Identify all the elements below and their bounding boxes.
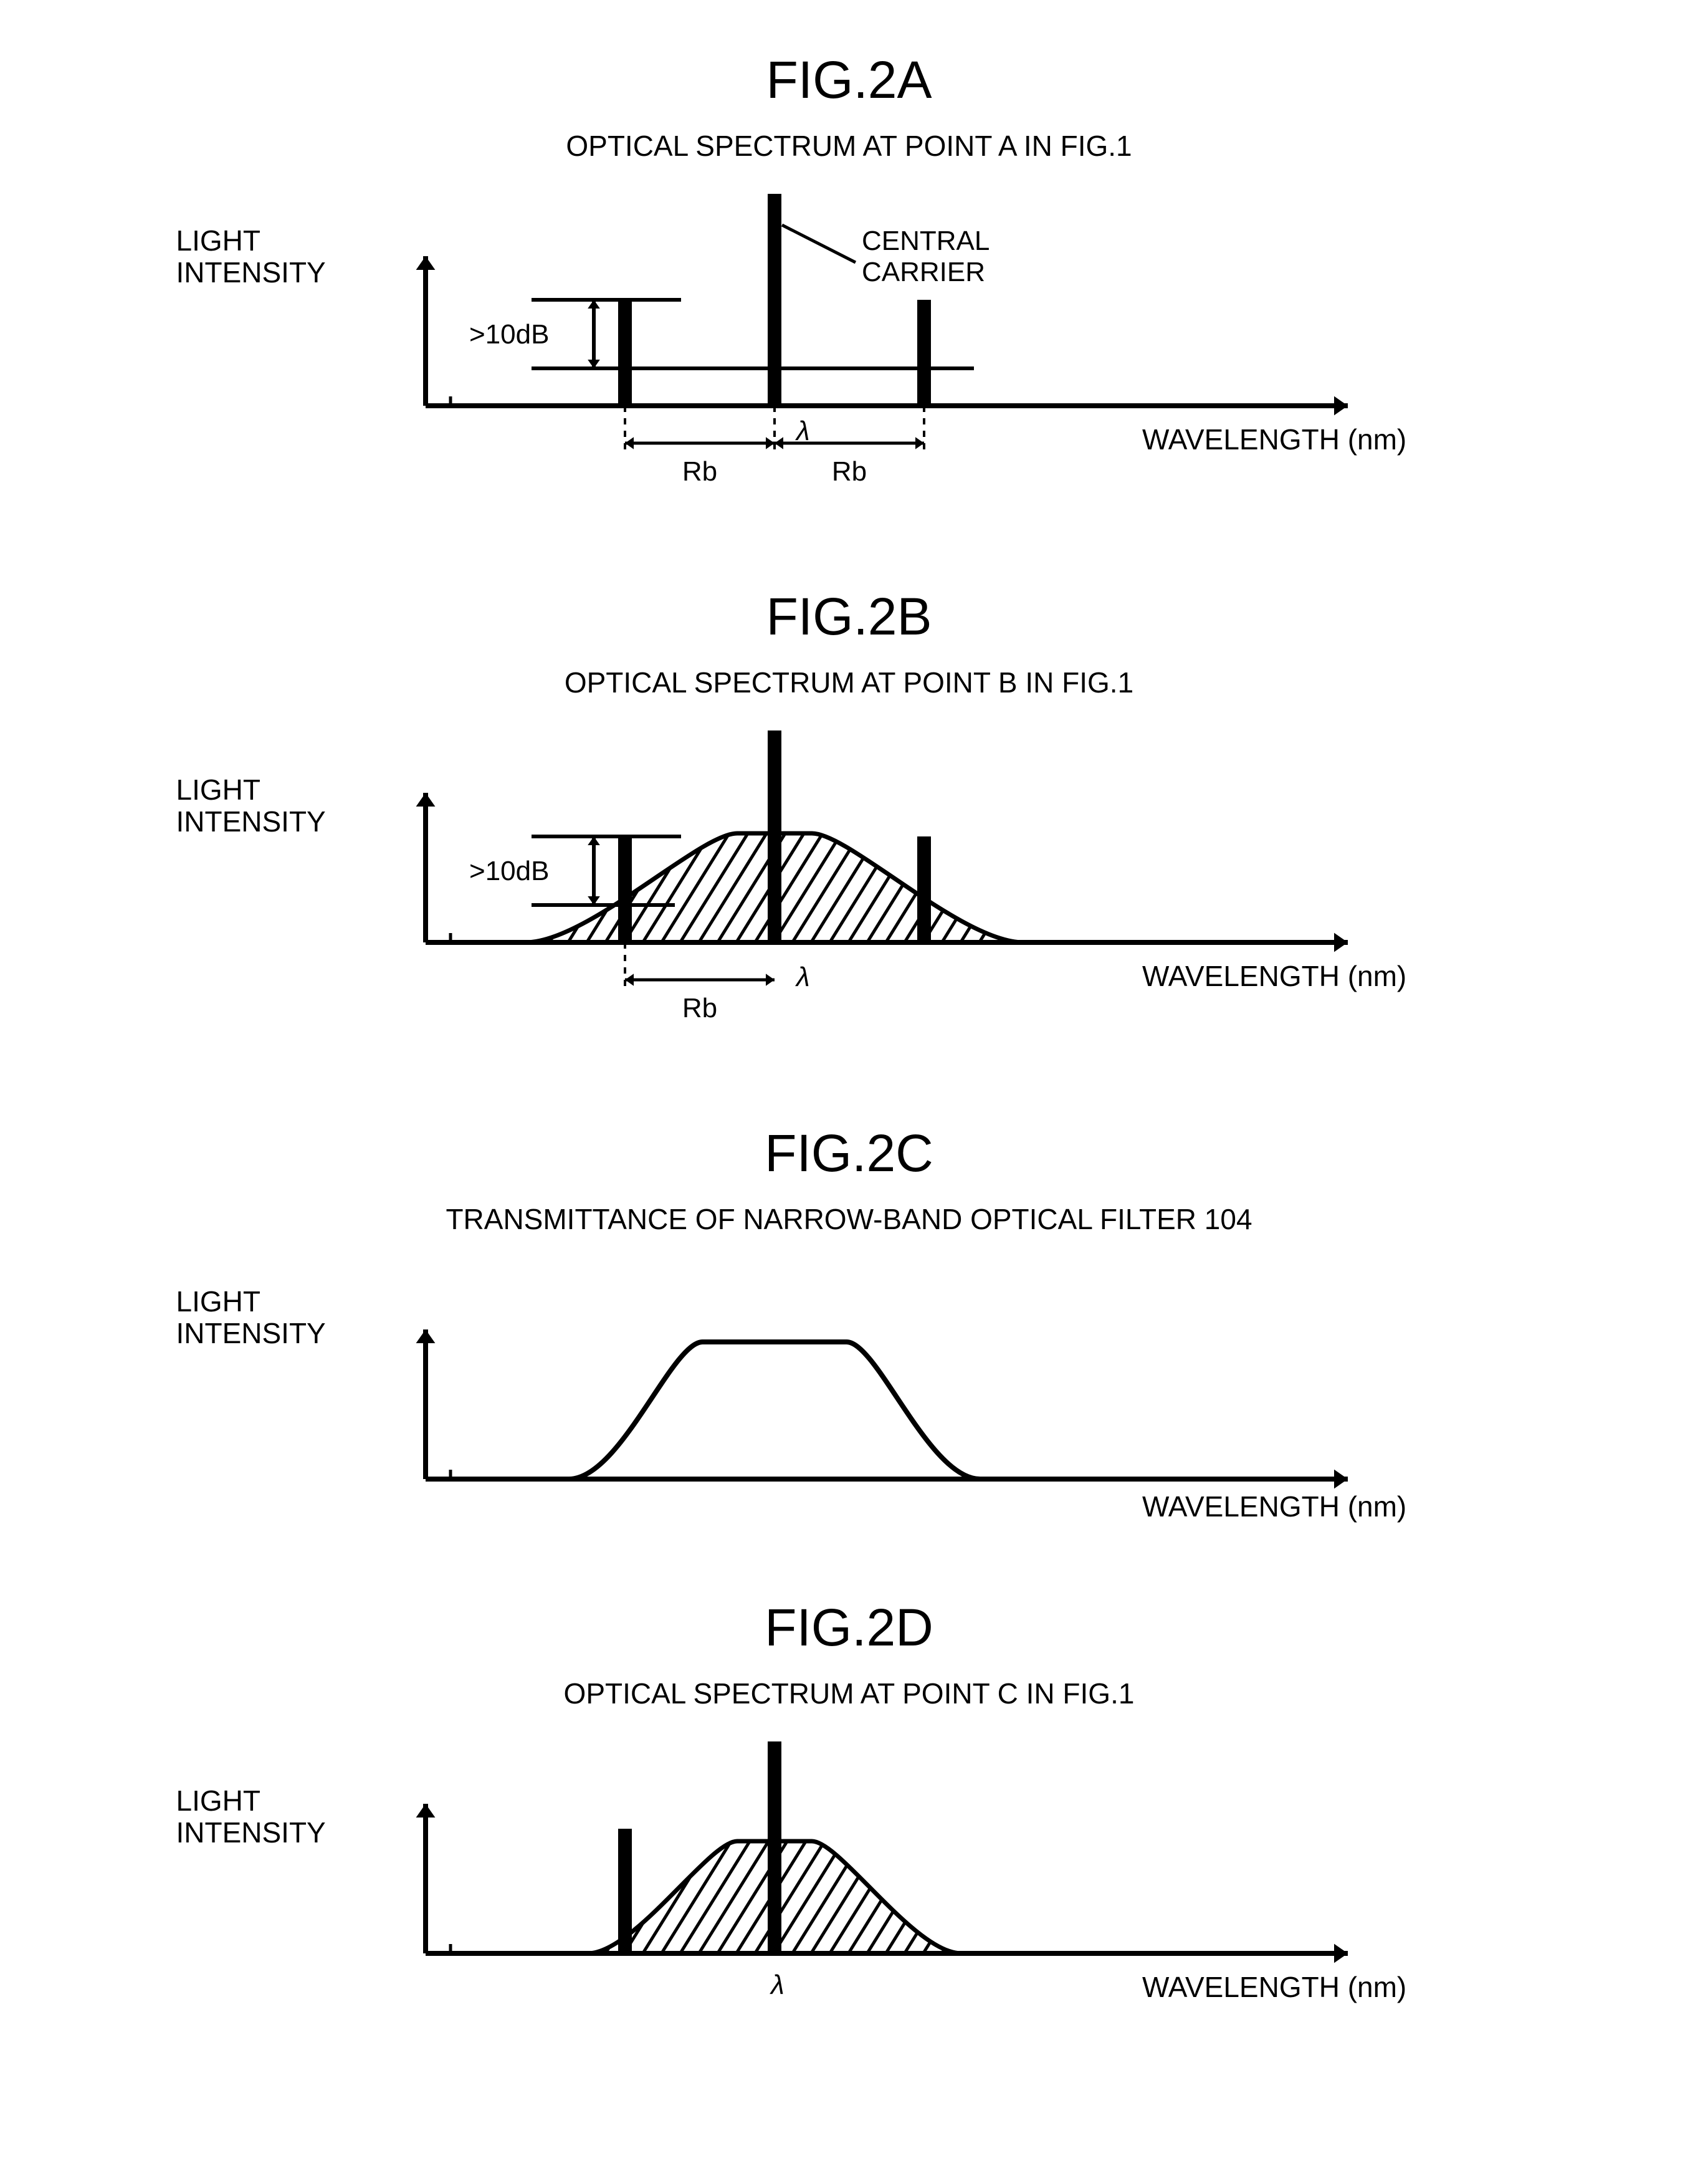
figure-title: FIG.2C <box>75 1123 1623 1184</box>
y-axis-label-line1: LIGHT <box>176 1784 260 1817</box>
figure-title: FIG.2D <box>75 1597 1623 1658</box>
figure-2a: FIG.2A OPTICAL SPECTRUM AT POINT A IN FI… <box>75 50 1623 512</box>
y-axis-label: LIGHT INTENSITY <box>176 1785 326 1848</box>
y-axis-label-line2: INTENSITY <box>176 256 326 289</box>
plot-2c: LIGHT INTENSITY WAVELENGTH (nm) <box>164 1261 1535 1523</box>
plot-svg: >10dBCENTRALCARRIERRbRbλWAVELENGTH (nm) <box>164 188 1535 524</box>
figure-2b: FIG.2B OPTICAL SPECTRUM AT POINT B IN FI… <box>75 587 1623 1048</box>
plot-2d: LIGHT INTENSITY λ WAVELENGTH (nm) <box>164 1735 1535 2059</box>
y-axis-label: LIGHT INTENSITY <box>176 774 326 837</box>
svg-text:Rb: Rb <box>831 456 866 487</box>
svg-text:WAVELENGTH (nm): WAVELENGTH (nm) <box>1142 1971 1406 2003</box>
svg-text:WAVELENGTH (nm): WAVELENGTH (nm) <box>1142 1490 1406 1523</box>
plot-svg: WAVELENGTH (nm) <box>164 1261 1535 1523</box>
svg-text:CARRIER: CARRIER <box>862 257 985 287</box>
figure-title: FIG.2B <box>75 587 1623 647</box>
figure-2c: FIG.2C TRANSMITTANCE OF NARROW-BAND OPTI… <box>75 1123 1623 1523</box>
figure-caption: OPTICAL SPECTRUM AT POINT A IN FIG.1 <box>75 129 1623 163</box>
svg-text:>10dB: >10dB <box>469 319 549 350</box>
svg-text:WAVELENGTH (nm): WAVELENGTH (nm) <box>1142 423 1406 456</box>
y-axis-label-line2: INTENSITY <box>176 1816 326 1849</box>
svg-text:Rb: Rb <box>682 993 717 1023</box>
figure-caption: OPTICAL SPECTRUM AT POINT C IN FIG.1 <box>75 1677 1623 1710</box>
svg-text:>10dB: >10dB <box>469 856 549 886</box>
svg-text:λ: λ <box>770 1970 785 2000</box>
plot-svg: >10dB Rb λ WAVELENGTH (nm) <box>164 724 1535 1061</box>
figure-caption: TRANSMITTANCE OF NARROW-BAND OPTICAL FIL… <box>75 1202 1623 1236</box>
figure-title: FIG.2A <box>75 50 1623 110</box>
y-axis-label: LIGHT INTENSITY <box>176 225 326 288</box>
svg-text:CENTRAL: CENTRAL <box>862 226 990 256</box>
plot-svg: λ WAVELENGTH (nm) <box>164 1735 1535 2072</box>
plot-2a: LIGHT INTENSITY >10dBCENTRALCARRIERRbRbλ… <box>164 188 1535 512</box>
y-axis-label-line1: LIGHT <box>176 224 260 257</box>
y-axis-label-line1: LIGHT <box>176 1285 260 1318</box>
plot-2b: LIGHT INTENSITY >10dB Rb λ WAVELENGTH (nm) <box>164 724 1535 1048</box>
figure-caption: OPTICAL SPECTRUM AT POINT B IN FIG.1 <box>75 666 1623 699</box>
y-axis-label-line2: INTENSITY <box>176 1317 326 1349</box>
svg-text:Rb: Rb <box>682 456 717 487</box>
figure-2d: FIG.2D OPTICAL SPECTRUM AT POINT C IN FI… <box>75 1597 1623 2059</box>
y-axis-label-line1: LIGHT <box>176 774 260 806</box>
svg-text:λ: λ <box>795 416 810 446</box>
y-axis-label: LIGHT INTENSITY <box>176 1286 326 1349</box>
y-axis-label-line2: INTENSITY <box>176 805 326 838</box>
svg-text:WAVELENGTH (nm): WAVELENGTH (nm) <box>1142 960 1406 992</box>
svg-text:λ: λ <box>795 962 810 992</box>
